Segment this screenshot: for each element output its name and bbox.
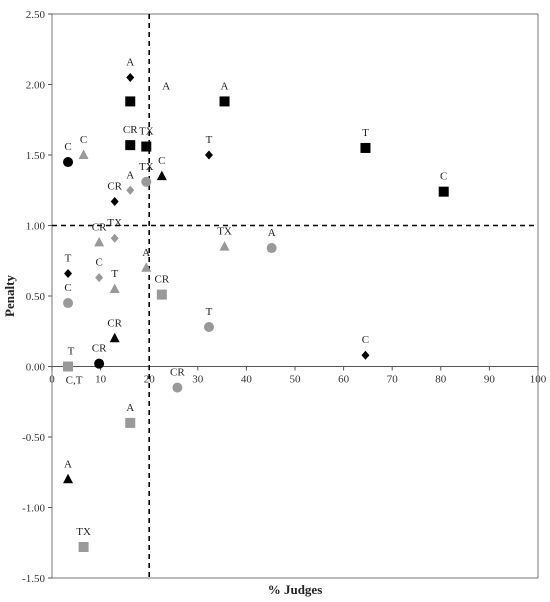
x-tick-label: 70 — [387, 374, 399, 386]
data-point-diamond — [110, 233, 119, 243]
data-point-circle — [172, 382, 183, 393]
y-tick-label: 2.00 — [26, 80, 46, 92]
y-tick-label: 1.50 — [26, 150, 46, 162]
point-label: A — [142, 247, 150, 259]
point-label: T — [65, 252, 72, 264]
point-label: A — [221, 80, 229, 92]
data-point-diamond — [204, 150, 213, 160]
point-label: C — [158, 155, 165, 167]
x-tick-label: 60 — [338, 374, 350, 386]
point-label: CR — [154, 274, 169, 286]
point-label: TX — [217, 226, 232, 238]
data-points — [63, 72, 449, 552]
point-label: TX — [107, 217, 122, 229]
x-tick-label: 0 — [49, 374, 55, 386]
x-tick-label: 40 — [241, 374, 253, 386]
x-tick-label: 90 — [484, 374, 496, 386]
data-point-circle — [266, 243, 277, 254]
data-point-triangle — [63, 473, 74, 484]
data-point-circle — [63, 298, 74, 309]
point-label: TX — [139, 161, 154, 173]
data-point-triangle — [156, 170, 167, 181]
point-label: A — [64, 458, 72, 470]
point-label: C — [95, 257, 102, 269]
x-tick-label: 50 — [290, 374, 302, 386]
x-tick-label: 100 — [530, 374, 547, 386]
point-label: A — [126, 169, 134, 181]
data-point-square — [438, 186, 449, 197]
reference-lines — [52, 14, 538, 578]
y-tick-label: -0.50 — [22, 432, 45, 444]
data-point-circle — [203, 322, 214, 333]
data-point-diamond — [64, 268, 73, 278]
data-point-square — [78, 541, 89, 552]
plot-border — [51, 13, 539, 579]
y-tick-label: 2.50 — [26, 9, 46, 21]
point-label: TX — [139, 126, 154, 138]
data-point-triangle — [78, 149, 89, 159]
axes-layer: -1.50 -1.00 -0.50 0.00 0.50 1.00 1.50 2.00 2.50 0… — [22, 9, 547, 585]
data-point-square — [360, 142, 371, 153]
data-point-square — [125, 417, 136, 428]
y-tick-label: -1.00 — [22, 503, 45, 515]
point-label: C — [64, 282, 71, 294]
data-point-triangle — [141, 262, 152, 272]
point-label: C — [440, 171, 447, 183]
data-point-triangle — [94, 236, 105, 247]
x-tick-label: 30 — [192, 374, 204, 386]
data-point-square — [141, 141, 152, 152]
data-point-triangle — [109, 283, 120, 293]
point-label: A — [162, 80, 170, 92]
point-label: T — [206, 134, 213, 146]
annotation-label: C,T — [66, 375, 83, 387]
point-label: CR — [170, 367, 185, 379]
data-point-diamond — [95, 273, 104, 283]
data-point-triangle — [109, 332, 120, 343]
data-point-square — [125, 96, 136, 107]
point-label: TX — [76, 526, 91, 538]
y-tick-label: 1.00 — [26, 221, 46, 233]
data-point-diamond — [110, 197, 119, 207]
x-tick-label: 10 — [95, 374, 107, 386]
data-point-square — [219, 96, 230, 107]
data-point-diamond — [361, 350, 370, 360]
point-label: CR — [107, 317, 122, 329]
point-label: CR — [92, 221, 107, 233]
point-label: T — [111, 268, 118, 280]
x-axis-title: % Judges — [268, 582, 323, 597]
y-axis-title: Penalty — [2, 275, 17, 317]
point-label: C — [80, 134, 87, 146]
data-point-square — [63, 361, 74, 372]
data-point-square — [156, 289, 167, 300]
point-label: CR — [107, 181, 122, 193]
data-point-circle — [94, 358, 105, 369]
data-point-circle — [63, 157, 74, 168]
point-label: C — [64, 141, 71, 153]
point-label: CR — [92, 343, 107, 355]
point-label: T — [362, 127, 369, 139]
point-label: A — [126, 56, 134, 68]
data-point-circle — [141, 176, 152, 187]
x-tick-label: 20 — [144, 374, 156, 386]
point-label: C — [362, 334, 369, 346]
x-tick-label: 80 — [435, 374, 447, 386]
point-label: A — [268, 227, 276, 239]
point-label: T — [68, 346, 75, 358]
point-label: T — [206, 306, 213, 318]
data-point-square — [125, 140, 136, 151]
point-label: CR — [123, 124, 138, 136]
point-label: A — [126, 402, 134, 414]
data-point-diamond — [126, 72, 135, 82]
data-point-triangle — [219, 241, 230, 251]
data-point-diamond — [126, 185, 135, 195]
y-tick-label: 0.50 — [26, 291, 46, 303]
y-tick-label: 0.00 — [26, 362, 46, 374]
y-tick-label: -1.50 — [22, 573, 45, 585]
